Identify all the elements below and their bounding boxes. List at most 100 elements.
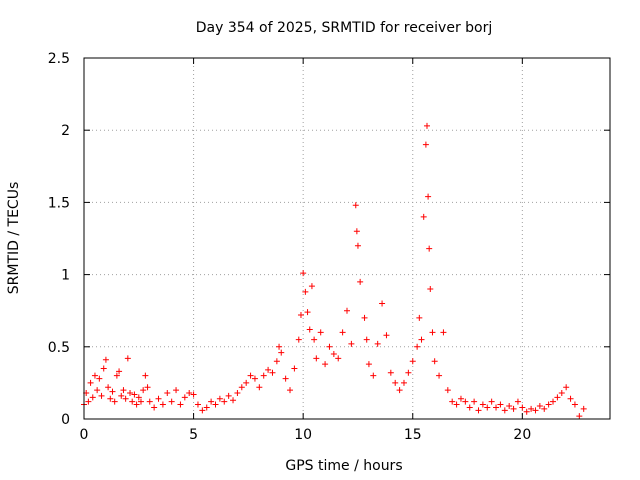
y-tick-label: 1: [61, 268, 70, 284]
data-point: [501, 407, 508, 414]
data-point: [190, 391, 197, 398]
data-point: [519, 404, 526, 411]
data-point: [98, 392, 105, 399]
data-point: [282, 375, 289, 382]
data-point: [225, 392, 232, 399]
data-point: [449, 398, 456, 405]
data-point: [453, 401, 460, 408]
x-tick-label: 15: [404, 427, 422, 443]
data-point: [311, 336, 318, 343]
data-point: [580, 405, 587, 412]
data-point: [265, 366, 272, 373]
data-point: [96, 375, 103, 382]
data-point: [300, 270, 307, 277]
data-point: [427, 286, 434, 293]
y-tick-label: 1.5: [48, 195, 70, 211]
data-point: [541, 405, 548, 412]
data-point: [420, 213, 427, 220]
data-point: [243, 379, 250, 386]
data-point: [563, 384, 570, 391]
data-point: [536, 403, 543, 410]
data-point: [409, 358, 416, 365]
data-point: [308, 283, 315, 290]
data-point: [510, 405, 517, 412]
data-point: [146, 398, 153, 405]
data-point: [89, 394, 96, 401]
data-point: [357, 278, 364, 285]
grid-lines: [84, 58, 610, 419]
data-point: [523, 408, 530, 415]
data-point: [423, 122, 430, 129]
data-point: [416, 314, 423, 321]
data-point: [379, 300, 386, 307]
data-point: [317, 329, 324, 336]
y-axis-label: SRMTID / TECUs: [6, 182, 22, 295]
data-point: [514, 398, 521, 405]
data-point: [414, 343, 421, 350]
axis-ticks: 0 5 10 15 20 0 0.5 1 1.5 2 2.5: [48, 51, 610, 443]
x-tick-label: 20: [513, 427, 531, 443]
data-point: [144, 384, 151, 391]
data-point: [87, 379, 94, 386]
data-point: [194, 401, 201, 408]
data-point: [396, 387, 403, 394]
data-point: [431, 358, 438, 365]
data-point: [429, 329, 436, 336]
data-point: [405, 369, 412, 376]
data-point: [387, 369, 394, 376]
data-point: [247, 372, 254, 379]
data-point: [471, 398, 478, 405]
data-point: [122, 395, 129, 402]
data-points: [81, 122, 587, 420]
x-tick-label: 10: [294, 427, 312, 443]
data-point: [363, 336, 370, 343]
data-point: [164, 390, 171, 397]
y-tick-label: 2: [61, 123, 70, 139]
data-point: [109, 388, 116, 395]
data-point: [124, 355, 131, 362]
x-tick-label: 5: [189, 427, 198, 443]
data-point: [137, 398, 144, 405]
data-point: [155, 395, 162, 402]
data-point: [313, 355, 320, 362]
data-point: [392, 379, 399, 386]
data-point: [484, 404, 491, 411]
data-point: [440, 329, 447, 336]
data-point: [365, 361, 372, 368]
data-point: [269, 369, 276, 376]
data-point: [354, 242, 361, 249]
data-point: [94, 387, 101, 394]
data-point: [302, 288, 309, 295]
data-point: [344, 307, 350, 314]
x-axis-label: GPS time / hours: [285, 458, 402, 474]
data-point: [131, 391, 138, 398]
data-point: [576, 413, 583, 420]
data-point: [151, 404, 158, 411]
data-point: [554, 394, 561, 401]
data-point: [370, 372, 377, 379]
plot-frame: [83, 57, 611, 420]
data-point: [462, 398, 469, 405]
data-point: [306, 326, 313, 333]
data-point: [330, 351, 337, 358]
data-point: [497, 401, 504, 408]
data-point: [203, 404, 210, 411]
data-point: [353, 228, 360, 235]
data-point: [475, 407, 482, 414]
data-point: [234, 390, 241, 397]
data-point: [221, 398, 228, 405]
data-point: [571, 401, 578, 408]
data-point: [127, 390, 134, 397]
data-point: [297, 312, 304, 319]
data-point: [216, 395, 223, 402]
data-point: [186, 390, 193, 397]
data-point: [506, 403, 513, 410]
data-point: [457, 395, 464, 402]
data-point: [111, 398, 118, 405]
data-point: [212, 401, 219, 408]
data-point: [304, 309, 311, 316]
data-point: [199, 407, 206, 414]
data-point: [348, 340, 355, 347]
data-point: [426, 245, 433, 252]
